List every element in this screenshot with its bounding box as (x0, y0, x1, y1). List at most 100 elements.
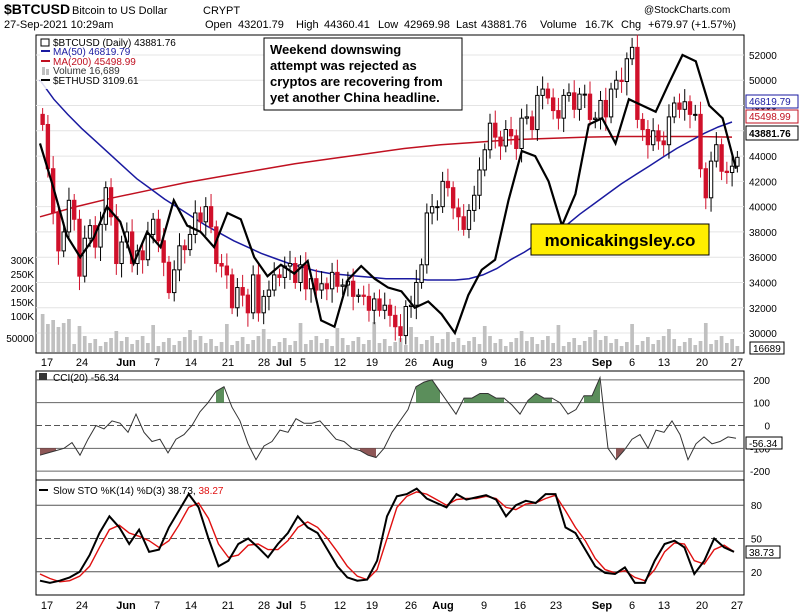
open-label: Open (205, 19, 232, 31)
volume-bar (730, 339, 734, 352)
candle-body (645, 129, 651, 146)
volume-bar (719, 336, 724, 352)
candle-body (572, 92, 577, 110)
date-tick-label: Jun (116, 600, 136, 612)
legend-ma200: MA(200) 45498.99 (53, 57, 136, 68)
volume-bar (298, 323, 303, 352)
candle-body (114, 216, 119, 265)
volume-bar (656, 340, 661, 352)
volume-bar (482, 326, 487, 352)
candle (587, 81, 593, 126)
volume-bar (688, 338, 692, 352)
volume-bar (498, 339, 503, 352)
quote-date: 27-Sep-2021 10:29am (4, 19, 113, 31)
candle-body (693, 113, 698, 116)
volume-bar (535, 344, 540, 352)
candle (661, 131, 666, 157)
volume-bar (246, 344, 250, 352)
candle-body (161, 240, 166, 263)
candle-body (298, 264, 303, 283)
date-tick-label: 13 (658, 600, 670, 612)
sto-k-line (39, 487, 735, 584)
candle-body (477, 169, 482, 196)
candle (56, 206, 61, 265)
candle (735, 151, 740, 173)
candle-body (529, 116, 535, 131)
candle-body (40, 113, 45, 125)
candle-body (519, 117, 524, 149)
candle-body (256, 274, 261, 314)
candle-body (598, 99, 603, 119)
low-value: 42969.98 (404, 19, 450, 31)
candle (182, 239, 187, 264)
cci-line (39, 375, 737, 462)
candle-body (524, 116, 530, 119)
volume-bar (161, 342, 166, 352)
candle (266, 280, 272, 311)
volume-tick-label: 300K (11, 256, 35, 267)
candle-body (261, 295, 266, 314)
candle (719, 138, 724, 181)
candle-body (445, 180, 451, 189)
candle (193, 200, 198, 244)
candle-body (687, 101, 693, 115)
volume-bar (303, 344, 308, 352)
cci-grid (36, 379, 744, 472)
volume-bar (88, 343, 92, 352)
price-tick-label: 30000 (749, 329, 777, 340)
price-tick-label: 44000 (749, 152, 777, 163)
volume-bar (714, 340, 719, 352)
volume-bar (230, 345, 234, 352)
candle (382, 292, 387, 320)
candle-body (724, 170, 730, 174)
price-tick-label: 34000 (749, 278, 777, 289)
date-tick-label: 24 (76, 600, 88, 612)
candle (635, 34, 640, 129)
candle (645, 120, 651, 159)
volume-bar (519, 331, 524, 352)
cci-legend: CCI(20) -56.34 (39, 373, 120, 384)
date-tick-label: 23 (550, 357, 562, 369)
candle-body (398, 326, 403, 337)
volume-bar (414, 337, 419, 352)
volume-legend-icon (42, 67, 45, 75)
volume-bar (277, 342, 282, 352)
cci-oversold-fill (360, 448, 376, 458)
candle (335, 259, 340, 293)
volume-bar (172, 345, 177, 352)
volume-bar (267, 339, 271, 352)
volume-bar (361, 344, 366, 352)
watermark: @StockCharts.com (644, 5, 730, 16)
candle (424, 203, 430, 274)
candle (498, 130, 503, 160)
volume-bar (135, 340, 140, 352)
volume-bar (425, 340, 429, 352)
candle-body (656, 130, 661, 142)
volume-bar (698, 341, 703, 352)
volume-bar (109, 338, 113, 352)
date-tick-label: Sep (592, 357, 612, 369)
candle (698, 101, 703, 178)
volume-bar (119, 341, 124, 352)
candle (387, 298, 393, 327)
candle (703, 162, 708, 210)
candle-body (319, 283, 324, 291)
volume-bar (472, 337, 477, 352)
candle-body (382, 304, 387, 311)
candle-body (456, 207, 461, 218)
date-tick-label: 14 (185, 600, 197, 612)
volume-bar (319, 343, 324, 352)
candle (550, 88, 556, 120)
volume-bar (240, 337, 245, 352)
candle-body (361, 294, 366, 297)
volume-bar (625, 342, 629, 352)
candle-body (129, 231, 135, 265)
volume-bar (335, 328, 340, 352)
candle-body (145, 233, 151, 261)
date-tick-label: 26 (405, 357, 417, 369)
volume-bar (61, 323, 66, 352)
candle-body (224, 265, 230, 276)
volume-bar (588, 337, 592, 352)
volume-bar (693, 345, 698, 352)
volume-bar (146, 343, 150, 352)
